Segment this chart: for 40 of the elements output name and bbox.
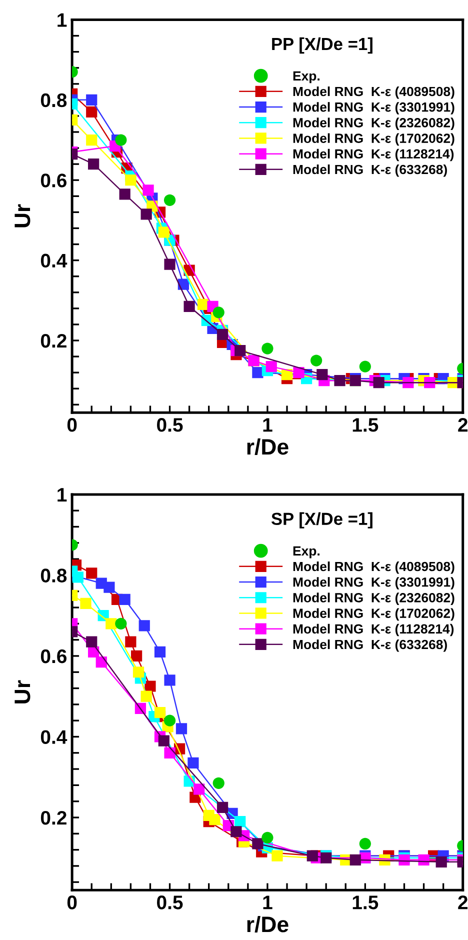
text: PP [X/De =1] (272, 37, 372, 54)
text: SP [X/De =1] (271, 512, 372, 528)
legend-label: Model RNG K-ε (2326082) (293, 118, 454, 130)
y-tick-label: 0.4 (40, 730, 68, 744)
x-axis-title: r/De (247, 916, 288, 932)
legend-label: Model RNG K-ε (3301991) (293, 577, 454, 590)
y-tick-label: 0.8 (40, 568, 67, 582)
y-tick-label: 0.2 (40, 810, 66, 825)
y-tick-label: 1 (58, 13, 67, 27)
legend-label: Model RNG K-ε (4089508) (293, 86, 454, 99)
legend-label: Model RNG K-ε (633268) (293, 164, 447, 177)
legend-label: Model RNG K-ε (2326082) (293, 592, 454, 605)
y-axis-title: Ur (14, 204, 30, 228)
y-tick-label: 0.4 (40, 254, 68, 268)
legend-label: Model RNG K-ε (3301991) (293, 102, 454, 114)
legend-label: Model RNG K-ε (633268) (293, 639, 447, 652)
legend-label: Model RNG K-ε (1702062) (293, 133, 454, 146)
x-tick-label: 0.5 (157, 418, 183, 432)
x-tick-label: 0 (67, 896, 77, 910)
x-tick-label: 2 (458, 418, 468, 432)
y-tick-label: 1 (58, 488, 67, 502)
x-tick-label: 0.5 (157, 896, 183, 910)
legend-label: Model RNG K-ε (1702062) (293, 608, 454, 621)
x-tick-label: 1.5 (352, 896, 378, 910)
x-tick-label: 0 (67, 418, 77, 432)
y-tick-label: 0.2 (40, 334, 66, 348)
legend-label: Model RNG K-ε (1128214) (293, 148, 454, 162)
x-axis-title: r/De (247, 438, 288, 455)
x-tick-label: 2 (458, 896, 468, 910)
y-tick-label: 0.6 (40, 649, 67, 664)
legend-label: Model RNG K-ε (4089508) (293, 561, 454, 574)
legend-label: Model RNG K-ε (1128214) (293, 624, 454, 636)
y-tick-label: 0.6 (40, 174, 67, 188)
legend-label: Exp. (293, 71, 320, 84)
legend-label: Exp. (293, 546, 320, 558)
x-tick-label: 1.5 (352, 418, 378, 432)
y-axis-title: Ur (14, 680, 30, 704)
x-tick-label: 1 (263, 418, 272, 432)
x-tick-label: 1 (263, 896, 272, 910)
y-tick-label: 0.8 (40, 93, 67, 108)
